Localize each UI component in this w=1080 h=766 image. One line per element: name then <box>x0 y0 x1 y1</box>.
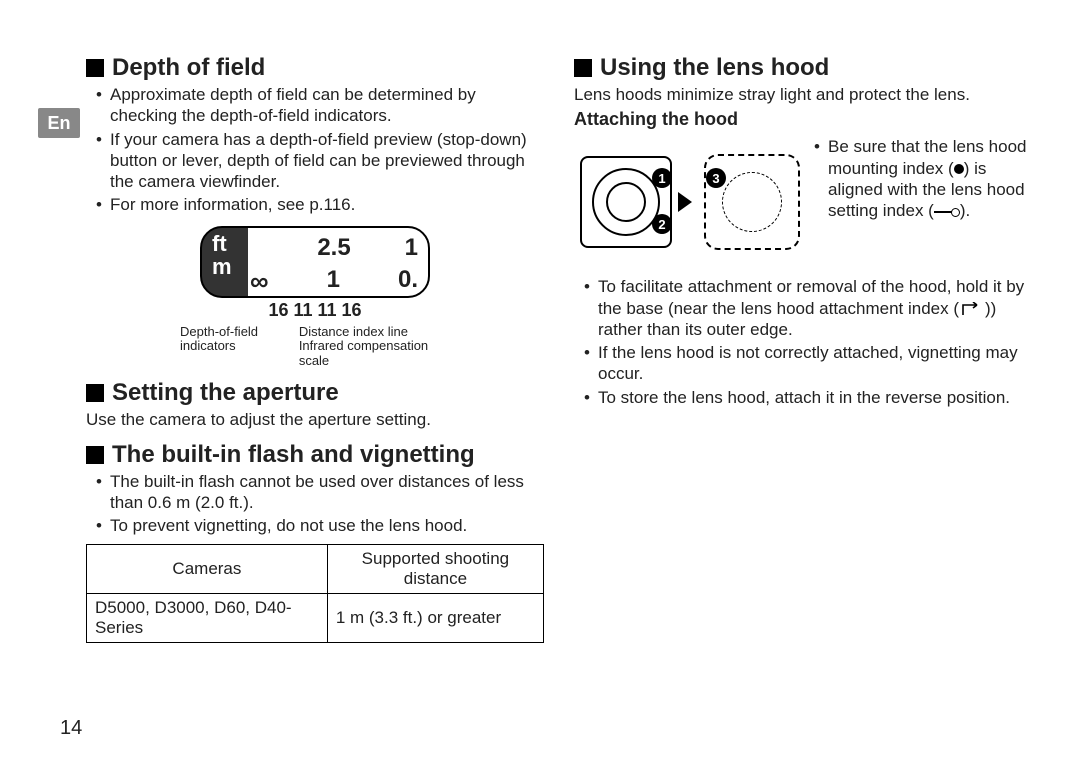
left-column: Depth of field Approximate depth of fiel… <box>86 54 544 643</box>
infinity-symbol: ∞ <box>250 266 269 297</box>
m-value: 0. <box>398 266 418 297</box>
table-header-row: Cameras Supported shooting distance <box>87 545 544 594</box>
ft-value: 2.5 <box>317 234 350 262</box>
th-cameras: Cameras <box>87 545 328 594</box>
hood-bullet: To facilitate attachment or removal of t… <box>584 276 1032 340</box>
aperture-text: Use the camera to adjust the aperture se… <box>86 409 544 430</box>
hood-bullets: To facilitate attachment or removal of t… <box>574 276 1032 408</box>
square-bullet-icon <box>86 59 104 77</box>
td-distance: 1 m (3.3 ft.) or greater <box>327 594 543 643</box>
flash-bullets: The built-in flash cannot be used over d… <box>86 471 544 537</box>
heading-text: Setting the aperture <box>112 379 339 407</box>
heading-flash: The built-in flash and vignetting <box>86 441 544 469</box>
square-bullet-icon <box>86 446 104 464</box>
arrow-right-icon <box>678 192 692 212</box>
flash-bullet: The built-in flash cannot be used over d… <box>96 471 544 514</box>
dof-bullet: Approximate depth of field can be determ… <box>96 84 544 127</box>
language-tab: En <box>38 108 80 138</box>
hood-attach-diagram: 1 2 3 <box>574 136 804 266</box>
hood-intro: Lens hoods minimize stray light and prot… <box>574 84 1032 105</box>
callout-dof-indicators: Depth-of-field <box>180 325 293 340</box>
flash-bullet: To prevent vignetting, do not use the le… <box>96 515 544 536</box>
heading-depth-of-field: Depth of field <box>86 54 544 82</box>
scale-row-m: ∞ 1 0. <box>250 266 418 297</box>
page-number: 14 <box>60 717 82 740</box>
mounting-index-dot-icon <box>954 164 964 174</box>
dof-bullet: For more information, see p.116. <box>96 194 544 215</box>
heading-text: Depth of field <box>112 54 265 82</box>
square-bullet-icon <box>86 384 104 402</box>
heading-aperture: Setting the aperture <box>86 379 544 407</box>
td-cameras: D5000, D3000, D60, D40-Series <box>87 594 328 643</box>
heading-text: The built-in flash and vignetting <box>112 441 475 469</box>
callout-infrared-scale: Infrared compensation scale <box>299 339 450 369</box>
hood-bullet: To store the lens hood, attach it in the… <box>584 387 1032 408</box>
hood-side-bullet: Be sure that the lens hood mounting inde… <box>814 136 1032 222</box>
flash-distance-table: Cameras Supported shooting distance D500… <box>86 544 544 643</box>
aperture-ticks: 16 11 11 16 <box>180 300 450 321</box>
table-row: D5000, D3000, D60, D40-Series 1 m (3.3 f… <box>87 594 544 643</box>
m-value: 1 <box>327 266 340 297</box>
th-distance: Supported shooting distance <box>327 545 543 594</box>
hood-side-text: Be sure that the lens hood mounting inde… <box>814 136 1032 222</box>
right-column: Using the lens hood Lens hoods minimize … <box>574 54 1032 643</box>
setting-index-icon <box>934 201 960 222</box>
callout-distance-index: Distance index line <box>299 325 450 340</box>
hood-bullet: If the lens hood is not correctly attach… <box>584 342 1032 385</box>
dof-bullet: If your camera has a depth-of-field prev… <box>96 129 544 193</box>
diagram-callouts: Depth-of-field indicators Distance index… <box>180 325 450 370</box>
callout-dof-indicators: indicators <box>180 339 293 354</box>
unit-labels: ft m <box>212 232 232 278</box>
dof-bullets: Approximate depth of field can be determ… <box>86 84 544 216</box>
scale-row-ft: x 2.5 1 <box>250 234 418 262</box>
subheading-attaching: Attaching the hood <box>574 109 1032 130</box>
distance-scale-diagram: ft m x 2.5 1 ∞ 1 0. 16 11 11 16 <box>180 226 450 370</box>
unit-m: m <box>212 255 232 278</box>
unit-ft: ft <box>212 232 232 255</box>
square-bullet-icon <box>574 59 592 77</box>
attachment-index-icon <box>959 299 985 318</box>
ft-value: 1 <box>405 234 418 262</box>
heading-lens-hood: Using the lens hood <box>574 54 1032 82</box>
scale-window: ft m x 2.5 1 ∞ 1 0. <box>200 226 430 298</box>
heading-text: Using the lens hood <box>600 54 829 82</box>
